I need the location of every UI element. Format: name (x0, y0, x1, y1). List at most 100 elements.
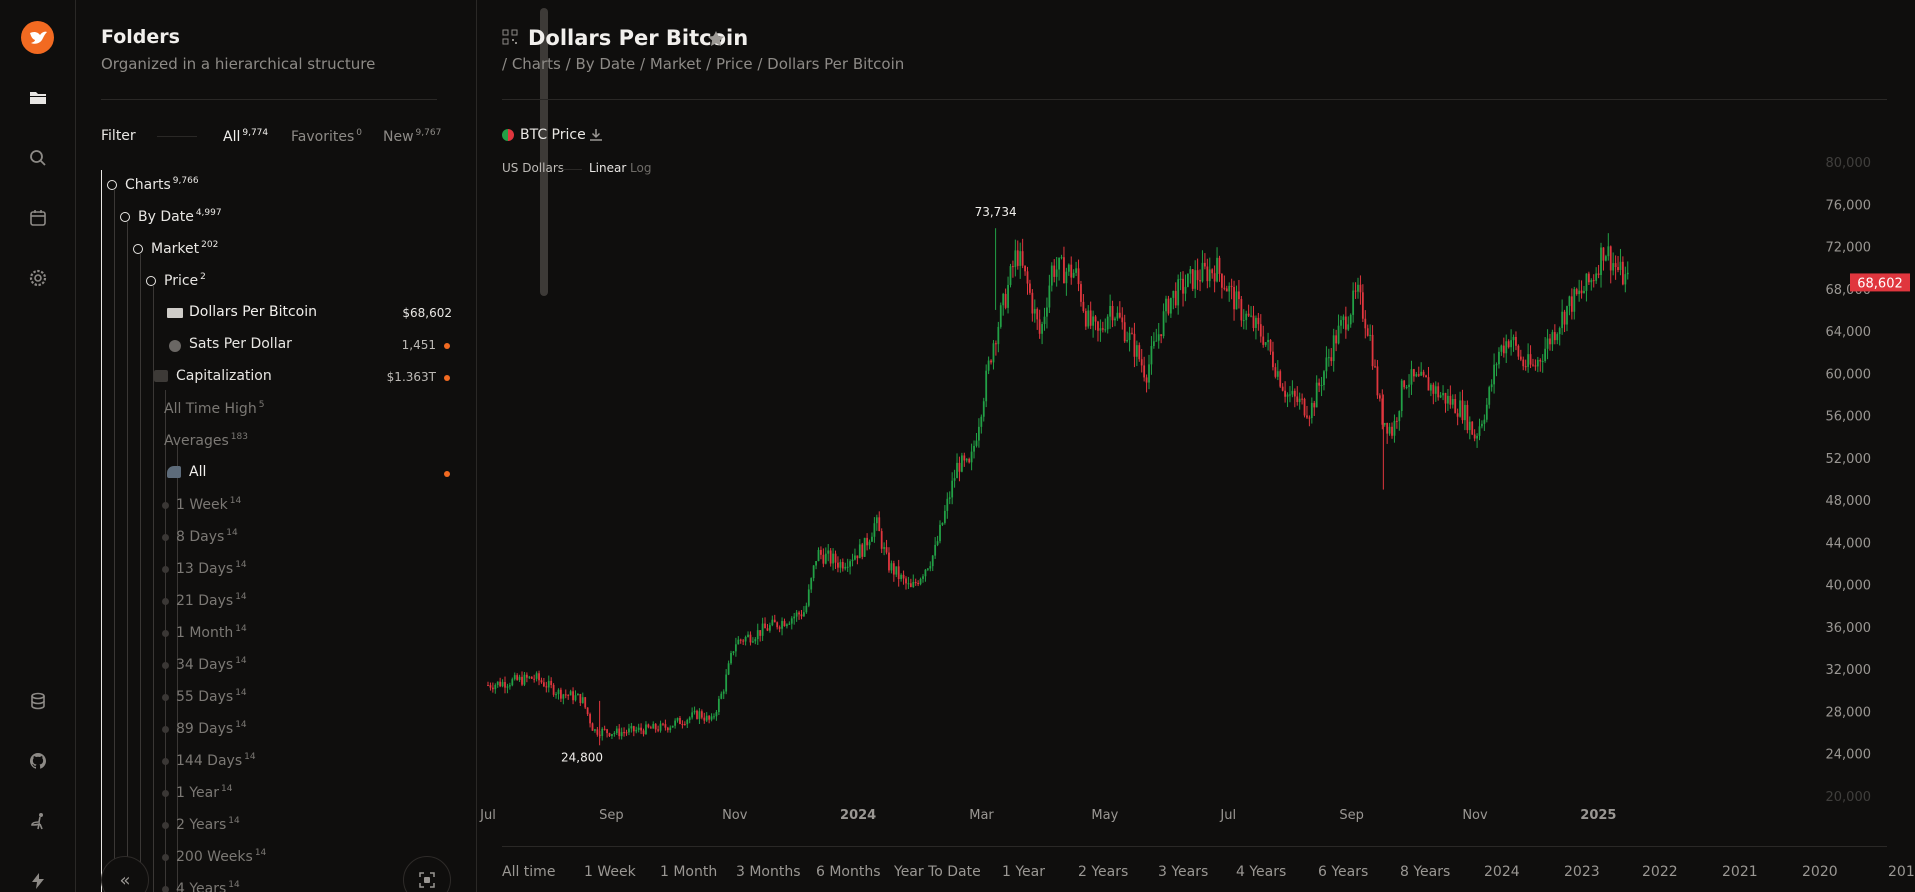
candle-body (1427, 377, 1430, 391)
collapse-sidebar-button[interactable]: « (101, 856, 149, 892)
candle-body (1335, 335, 1338, 344)
candle-body (1417, 374, 1420, 376)
candle-body (727, 663, 730, 675)
candle-body (1029, 283, 1031, 293)
tree-item-average[interactable]: 8 Days 14 (176, 528, 238, 545)
timeframe-option[interactable]: 3 Months (736, 864, 801, 880)
candle-body (1242, 320, 1245, 322)
timeframe-option[interactable]: 2023 (1564, 864, 1600, 880)
calendar-icon[interactable] (20, 200, 56, 236)
tree-item-average[interactable]: 21 Days 14 (176, 592, 247, 609)
candle-body (725, 674, 728, 692)
timeframe-option[interactable]: 1 Year (1002, 864, 1045, 880)
tree-item-average[interactable]: 144 Days 14 (176, 752, 256, 769)
tree-item-average[interactable]: 89 Days 14 (176, 720, 247, 737)
search-icon[interactable] (20, 140, 56, 176)
tree-item-averages[interactable]: Averages 183 (164, 432, 248, 449)
filter-new[interactable]: New 9,767 (383, 128, 441, 145)
timeframe-option[interactable]: 2024 (1484, 864, 1520, 880)
tree-item-dollars-per-bitcoin[interactable]: Dollars Per Bitcoin (189, 304, 317, 320)
candle-body (1357, 284, 1359, 292)
star-icon[interactable] (707, 30, 725, 48)
price-chart[interactable]: 80,00076,00072,00068,00064,00060,00056,0… (478, 150, 1915, 830)
timeframe-option[interactable]: 2019 (1888, 864, 1915, 880)
candle-body (596, 729, 599, 735)
timeframe-option[interactable]: 8 Years (1400, 864, 1451, 880)
candle-body (1337, 325, 1340, 344)
timeframe-option[interactable]: All time (502, 864, 556, 880)
fullscreen-button[interactable] (403, 856, 451, 892)
candle-body (1211, 269, 1214, 274)
candle-body (1080, 284, 1082, 302)
timeframe-option[interactable]: 1 Week (584, 864, 636, 880)
tree-item-average[interactable]: 2 Years 14 (176, 816, 240, 833)
tree-item-all[interactable]: All (189, 464, 206, 480)
download-icon[interactable] (589, 128, 603, 142)
timeframe-option[interactable]: 2 Years (1078, 864, 1129, 880)
candle-body (703, 717, 706, 721)
tree-item-average[interactable]: 1 Week 14 (176, 496, 241, 513)
ostrich-icon[interactable] (20, 803, 56, 839)
candle-body (1549, 338, 1551, 345)
timeframe-option[interactable]: 2021 (1722, 864, 1758, 880)
tree-item-average[interactable]: 1 Month 14 (176, 624, 247, 641)
candle-body (504, 682, 506, 688)
candle-body (744, 636, 747, 642)
bolt-icon[interactable] (20, 863, 56, 892)
database-icon[interactable] (20, 683, 56, 719)
tree-item-average[interactable]: 1 Year 14 (176, 784, 232, 801)
qr-code-icon[interactable] (502, 29, 518, 45)
tree-item-price[interactable]: Price 2 (164, 272, 206, 289)
tree-node (162, 566, 169, 573)
candle-body (1527, 354, 1530, 367)
candle-body (1152, 341, 1155, 347)
github-icon[interactable] (20, 743, 56, 779)
tree-item-label: By Date (138, 209, 194, 225)
filter-all[interactable]: All 9,774 (223, 128, 268, 145)
series-legend-label[interactable]: BTC Price (520, 127, 586, 143)
tree-item-charts[interactable]: Charts 9,766 (125, 176, 199, 193)
folder-icon[interactable] (20, 80, 56, 116)
timeframe-option[interactable]: 1 Month (660, 864, 718, 880)
candle-body (1466, 404, 1469, 431)
timeframe-option[interactable]: 4 Years (1236, 864, 1287, 880)
tree-item-all-time-high[interactable]: All Time High 5 (164, 400, 264, 417)
candle-body (1408, 384, 1410, 388)
x-tick-label: 2024 (840, 808, 876, 823)
scale-linear-toggle[interactable]: Linear (589, 161, 627, 175)
current-price-label: 68,602 (1857, 276, 1903, 291)
timeframe-option[interactable]: Year To Date (894, 864, 981, 880)
tree-item-average[interactable]: 55 Days 14 (176, 688, 247, 705)
candle-body (1298, 398, 1301, 403)
filter-new-count: 9,767 (415, 128, 442, 138)
tree-item-average[interactable]: 4 Years 14 (176, 880, 240, 892)
timeframe-option[interactable]: 6 Months (816, 864, 881, 880)
gear-icon[interactable] (20, 260, 56, 296)
candle-body (900, 574, 903, 579)
tree-item-capitalization[interactable]: Capitalization (176, 368, 272, 384)
tree-item-average[interactable]: 13 Days 14 (176, 560, 247, 577)
tree-node (162, 886, 169, 892)
candle-body (1330, 357, 1333, 362)
tree-item-sats-per-dollar[interactable]: Sats Per Dollar (189, 336, 292, 352)
timeframe-option[interactable]: 3 Years (1158, 864, 1209, 880)
scrollbar-thumb[interactable] (540, 8, 548, 296)
filter-favorites[interactable]: Favorites 0 (291, 128, 362, 145)
tree-item-average[interactable]: 200 Weeks 14 (176, 848, 266, 865)
candle-body (905, 578, 907, 584)
tree-item-label: Market (151, 241, 200, 257)
bird-logo-icon[interactable] (21, 21, 54, 54)
candle-body (1306, 415, 1308, 418)
candle-body (1310, 402, 1313, 418)
timeframe-option[interactable]: 2020 (1802, 864, 1838, 880)
candle-body (1592, 280, 1595, 282)
tree-item-average[interactable]: 34 Days 14 (176, 656, 247, 673)
candle-body (1291, 390, 1294, 395)
tree-item-market[interactable]: Market 202 (151, 240, 218, 257)
timeframe-option[interactable]: 6 Years (1318, 864, 1369, 880)
candle-body (686, 719, 689, 725)
timeframe-option[interactable]: 2022 (1642, 864, 1678, 880)
tree-item-by-date[interactable]: By Date 4,997 (138, 208, 222, 225)
scale-log-toggle[interactable]: Log (630, 161, 652, 175)
tree-guide (114, 190, 115, 892)
